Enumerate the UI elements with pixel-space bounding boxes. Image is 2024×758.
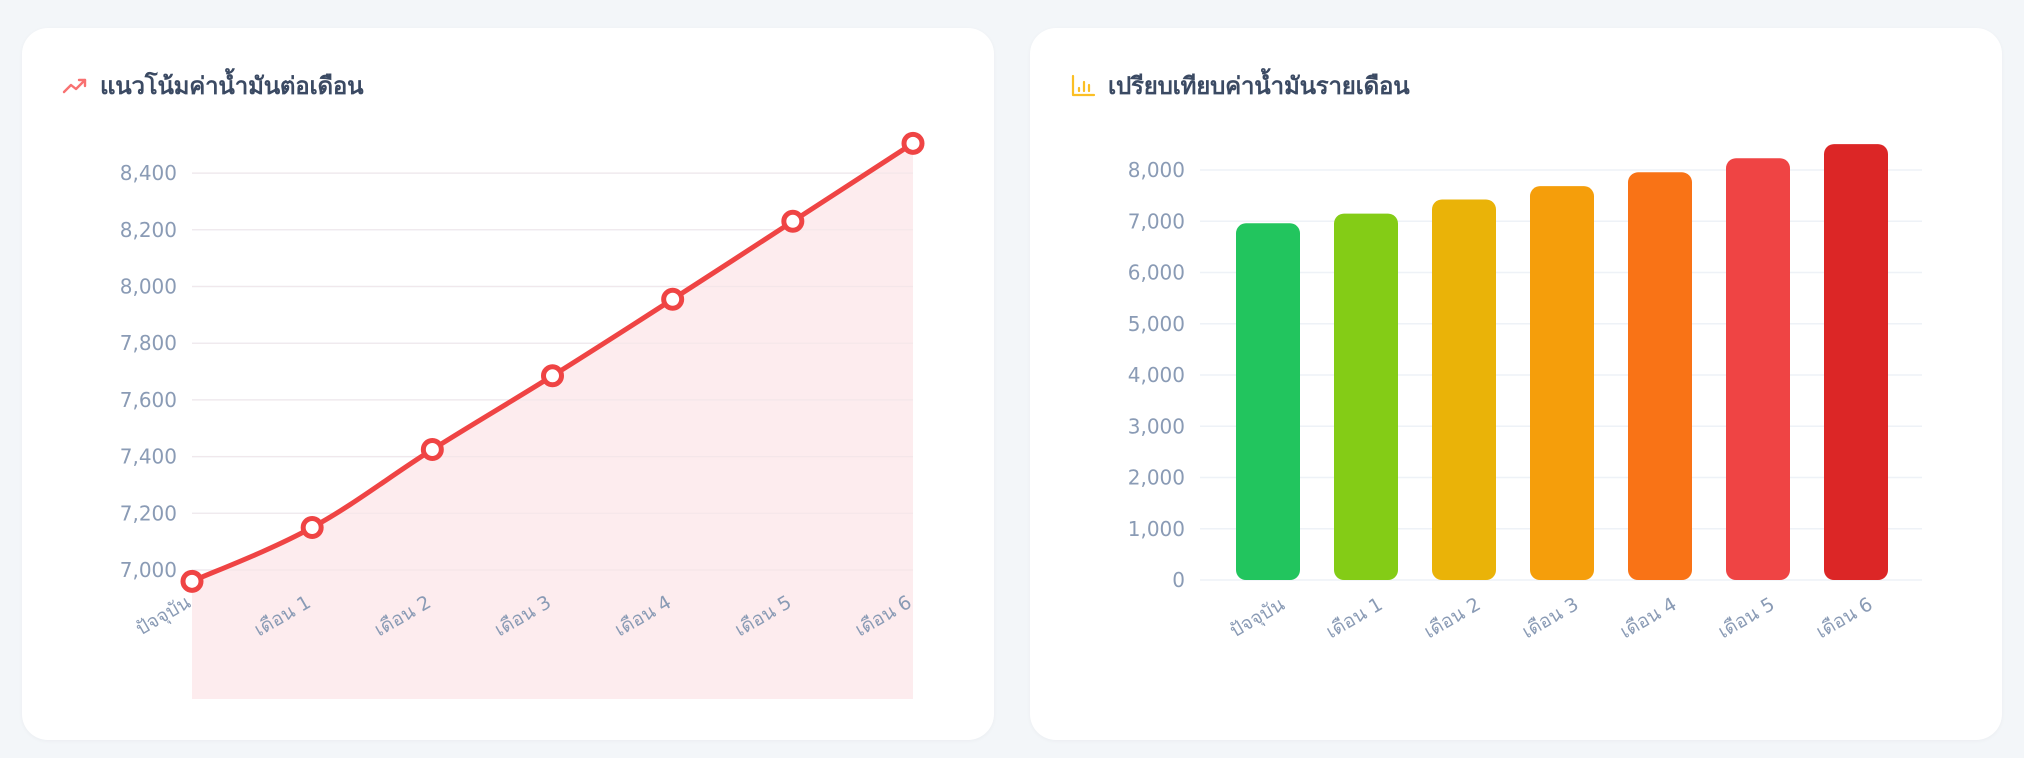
data-point[interactable]: [541, 364, 564, 388]
y-tick-label: 3,000: [1128, 414, 1185, 438]
bar-chart-card: เปรียบเทียบค่าน้ำมันรายเดือน 0 1,000 2,000…: [1030, 28, 2002, 740]
y-tick-label: 7,000: [120, 558, 177, 582]
line-chart-card: แนวโน้มค่าน้ำมันต่อเดือน 7,000 7,200 7,400…: [22, 28, 994, 740]
data-point[interactable]: [781, 209, 805, 233]
bar[interactable]: [1432, 199, 1496, 580]
x-tick-label: เดือน 2: [1420, 593, 1484, 643]
data-point[interactable]: [661, 287, 685, 311]
line-chart-header: แนวโน้มค่าน้ำมันต่อเดือน: [62, 66, 364, 105]
bar-chart-title: เปรียบเทียบค่าน้ำมันรายเดือน: [1108, 72, 1410, 100]
y-tick-label: 0: [1172, 568, 1185, 592]
bar-chart-plot: 0 1,000 2,000 3,000 4,000 5,000 6,000 7,000 8,00…: [1128, 144, 1922, 643]
line-chart-plot: 7,000 7,200 7,400 7,600 7,800 8,000 8,200 8,400…: [120, 131, 925, 699]
bar[interactable]: [1334, 213, 1398, 580]
bar[interactable]: [1628, 172, 1692, 580]
y-tick-label: 1,000: [1128, 517, 1185, 541]
y-tick-label: 6,000: [1128, 261, 1185, 285]
bar[interactable]: [1236, 223, 1300, 581]
data-point[interactable]: [901, 131, 925, 155]
y-tick-label: 4,000: [1128, 363, 1185, 387]
data-point[interactable]: [180, 569, 204, 593]
y-tick-label: 5,000: [1128, 312, 1185, 336]
data-point[interactable]: [420, 438, 444, 462]
y-tick-label: 8,000: [120, 275, 177, 299]
x-tick-label: ปัจจุบัน: [132, 591, 195, 641]
area-fill: [192, 143, 913, 699]
bar[interactable]: [1530, 186, 1594, 581]
y-tick-label: 8,200: [120, 218, 177, 242]
x-tick-label: เดือน 6: [1812, 593, 1876, 643]
x-tick-label: เดือน 3: [1518, 593, 1582, 643]
data-point[interactable]: [300, 515, 324, 539]
y-tick-label: 7,400: [120, 445, 177, 469]
line-chart-title: แนวโน้มค่าน้ำมันต่อเดือน: [100, 72, 364, 100]
bar[interactable]: [1726, 158, 1790, 580]
y-tick-label: 2,000: [1128, 466, 1185, 490]
trending-up-icon: [62, 73, 88, 99]
y-tick-label: 7,800: [120, 331, 177, 355]
x-tick-label: เดือน 4: [1616, 593, 1680, 643]
y-tick-label: 7,600: [120, 388, 177, 412]
y-tick-label: 8,400: [120, 161, 177, 185]
y-tick-label: 7,000: [1128, 209, 1185, 233]
bar[interactable]: [1824, 144, 1888, 580]
bar-chart-icon: [1070, 73, 1096, 99]
x-tick-label: ปัจจุบัน: [1226, 593, 1289, 643]
y-tick-label: 8,000: [1128, 158, 1185, 182]
x-tick-label: เดือน 1: [1322, 593, 1386, 643]
x-tick-label: เดือน 5: [1714, 593, 1778, 643]
y-tick-label: 7,200: [120, 501, 177, 525]
bar-chart-header: เปรียบเทียบค่าน้ำมันรายเดือน: [1070, 66, 1410, 105]
